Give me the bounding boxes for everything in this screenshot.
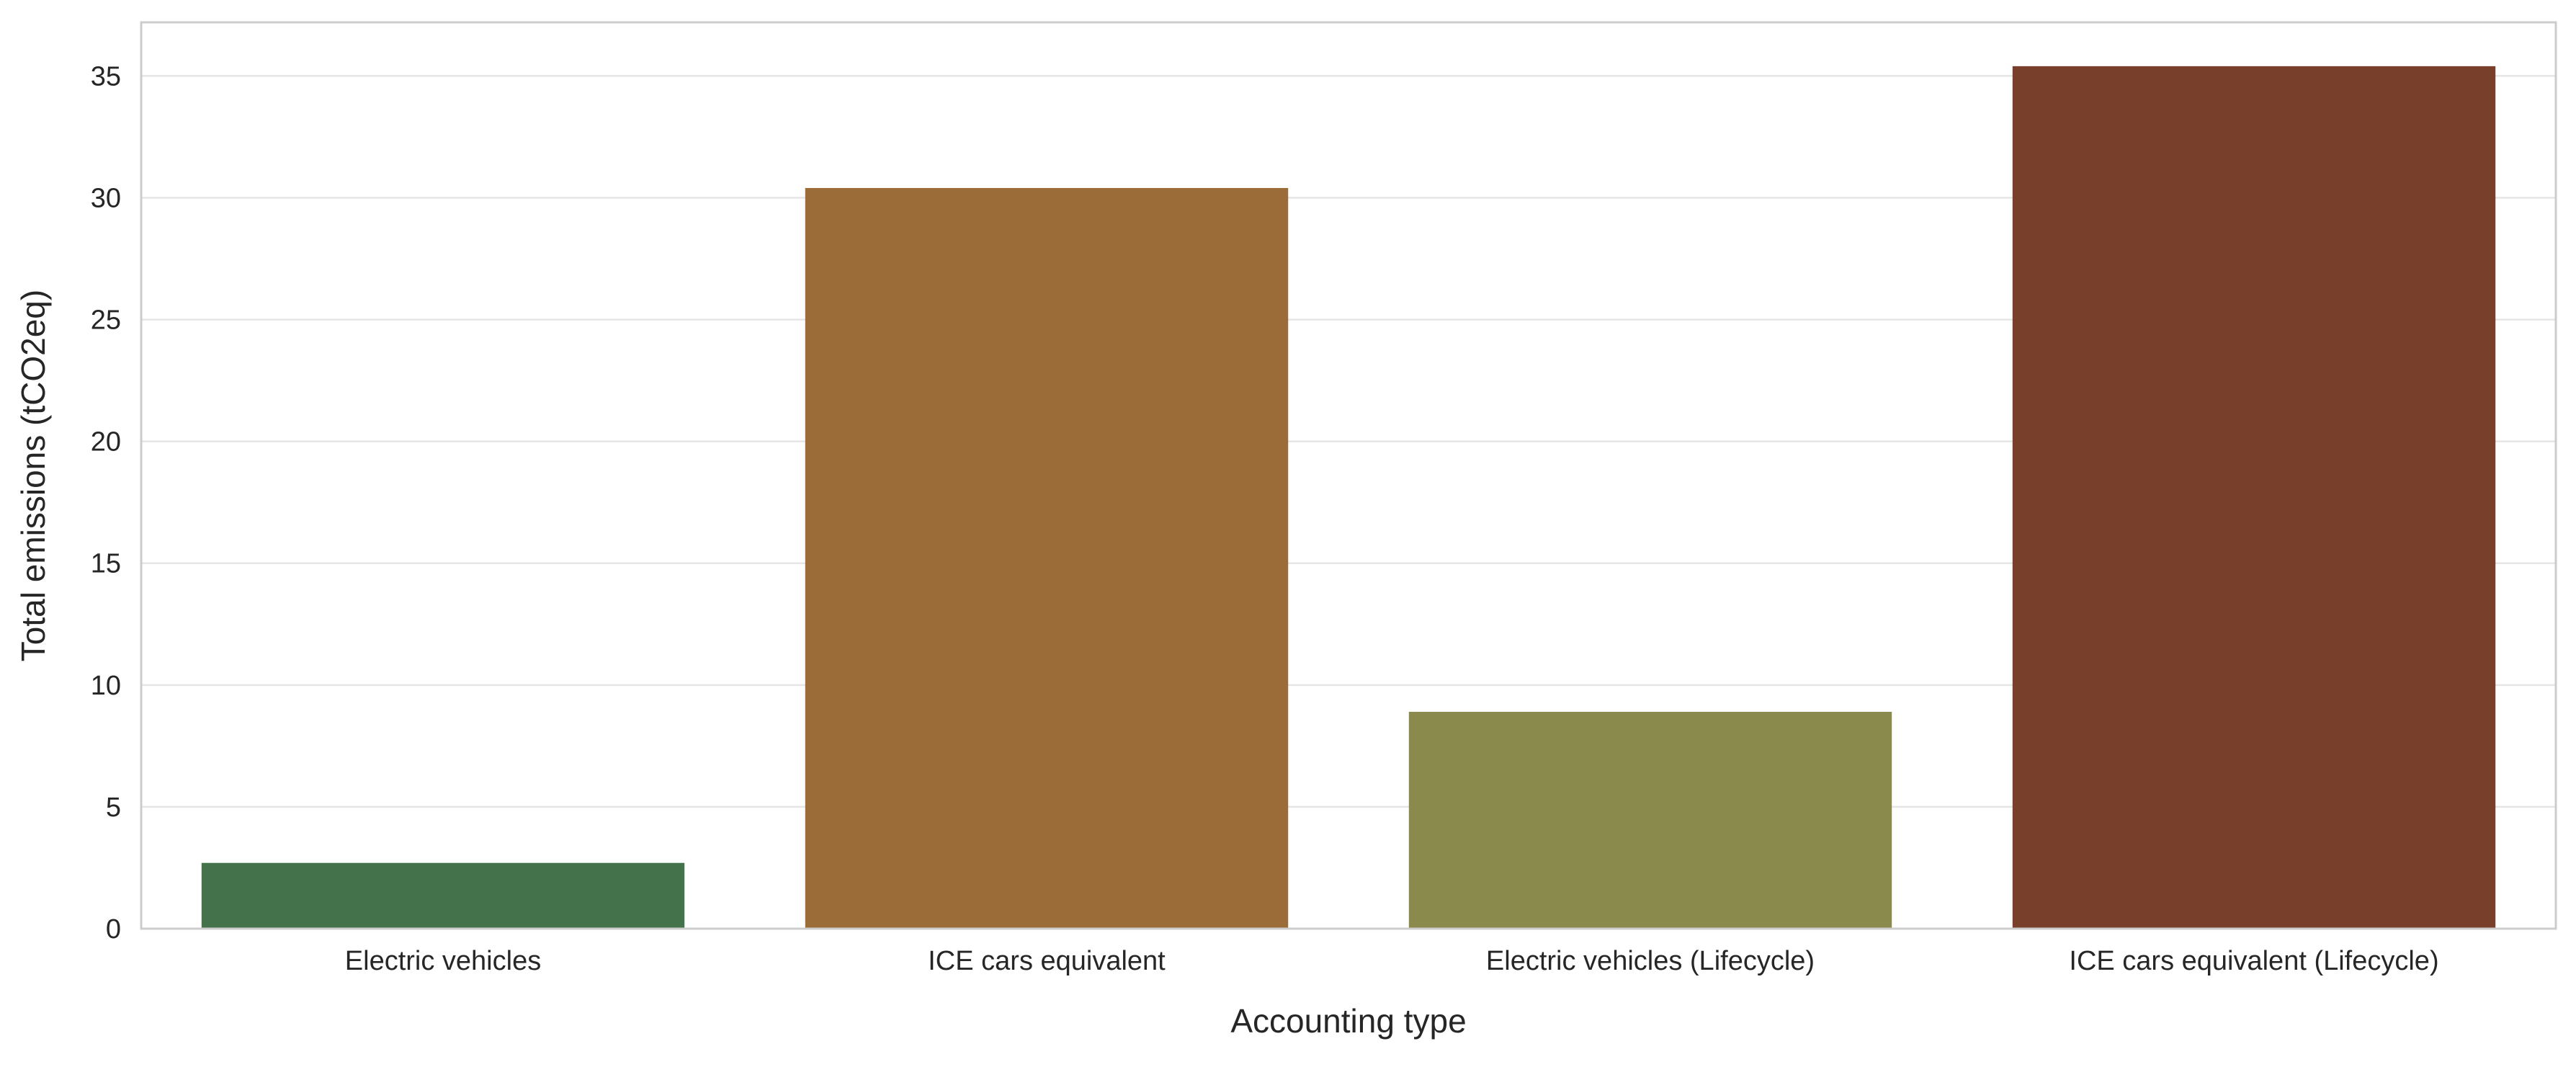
y-tick-label: 5 (106, 793, 121, 823)
y-tick-label: 30 (91, 183, 121, 213)
y-tick-label: 35 (91, 61, 121, 91)
bar (201, 862, 685, 929)
y-tick-label: 15 (91, 549, 121, 579)
bar (805, 187, 1289, 929)
y-tick-label: 25 (91, 305, 121, 336)
bar (1408, 712, 1892, 929)
x-tick-label: Electric vehicles (Lifecycle) (1486, 946, 1815, 976)
x-tick-labels: Electric vehicles ICE cars equivalent Elec… (345, 946, 2439, 976)
x-tick-label: Electric vehicles (345, 946, 541, 976)
y-tick-label: 10 (91, 671, 121, 701)
y-tick-labels: 0 5 10 15 20 25 30 35 (91, 61, 121, 945)
y-tick-label: 20 (91, 427, 121, 457)
y-tick-label: 0 (106, 914, 121, 945)
x-tick-label: ICE cars equivalent (Lifecycle) (2069, 946, 2438, 976)
x-tick-label: ICE cars equivalent (928, 946, 1166, 976)
bars (201, 66, 2496, 929)
x-axis-title: Accounting type (1230, 1002, 1466, 1040)
plot-frame (140, 21, 2557, 930)
y-axis-title: Total emissions (tCO2eq) (14, 290, 52, 661)
bar (2012, 66, 2496, 929)
